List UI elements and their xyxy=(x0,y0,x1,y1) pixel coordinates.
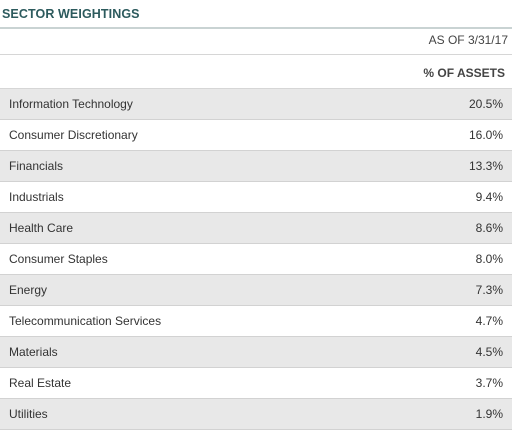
sector-percent: 16.0% xyxy=(468,128,503,142)
table-row: Industrials 9.4% xyxy=(0,182,512,213)
title-divider xyxy=(0,27,512,29)
table-row: Consumer Discretionary 16.0% xyxy=(0,120,512,151)
table-row: Utilities 1.9% xyxy=(0,399,512,430)
sector-name: Health Care xyxy=(9,221,74,235)
sector-percent: 7.3% xyxy=(475,283,503,297)
table-row: Real Estate 3.7% xyxy=(0,368,512,399)
table-row: Telecommunication Services 4.7% xyxy=(0,306,512,337)
sector-percent: 3.7% xyxy=(475,376,503,390)
column-header-percent-of-assets: % OF ASSETS xyxy=(423,66,505,80)
sector-percent: 9.4% xyxy=(475,190,503,204)
as-of-date: AS OF 3/31/17 xyxy=(428,33,508,47)
table-row: Financials 13.3% xyxy=(0,151,512,182)
sector-percent: 4.7% xyxy=(475,314,503,328)
sector-percent: 4.5% xyxy=(475,345,503,359)
sector-name: Financials xyxy=(9,159,64,173)
table-row: Consumer Staples 8.0% xyxy=(0,244,512,275)
sector-percent: 8.0% xyxy=(475,252,503,266)
section-title: SECTOR WEIGHTINGS xyxy=(2,7,140,21)
sector-name: Real Estate xyxy=(9,376,72,390)
table-row: Energy 7.3% xyxy=(0,275,512,306)
sector-name: Information Technology xyxy=(9,97,133,111)
sector-name: Utilities xyxy=(9,407,48,421)
table-row: Information Technology 20.5% xyxy=(0,89,512,120)
as-of-row: AS OF 3/31/17 xyxy=(0,29,512,55)
sector-table: Information Technology 20.5% Consumer Di… xyxy=(0,89,512,430)
sector-name: Energy xyxy=(9,283,48,297)
sector-percent: 20.5% xyxy=(468,97,503,111)
sector-name: Consumer Staples xyxy=(9,252,108,266)
table-row: Materials 4.5% xyxy=(0,337,512,368)
sector-percent: 13.3% xyxy=(468,159,503,173)
sector-name: Materials xyxy=(9,345,58,359)
sector-percent: 8.6% xyxy=(475,221,503,235)
table-row: Health Care 8.6% xyxy=(0,213,512,244)
column-header-row: % OF ASSETS xyxy=(0,55,512,89)
sector-name: Industrials xyxy=(9,190,64,204)
sector-name: Telecommunication Services xyxy=(9,314,162,328)
sector-percent: 1.9% xyxy=(475,407,503,421)
sector-name: Consumer Discretionary xyxy=(9,128,138,142)
